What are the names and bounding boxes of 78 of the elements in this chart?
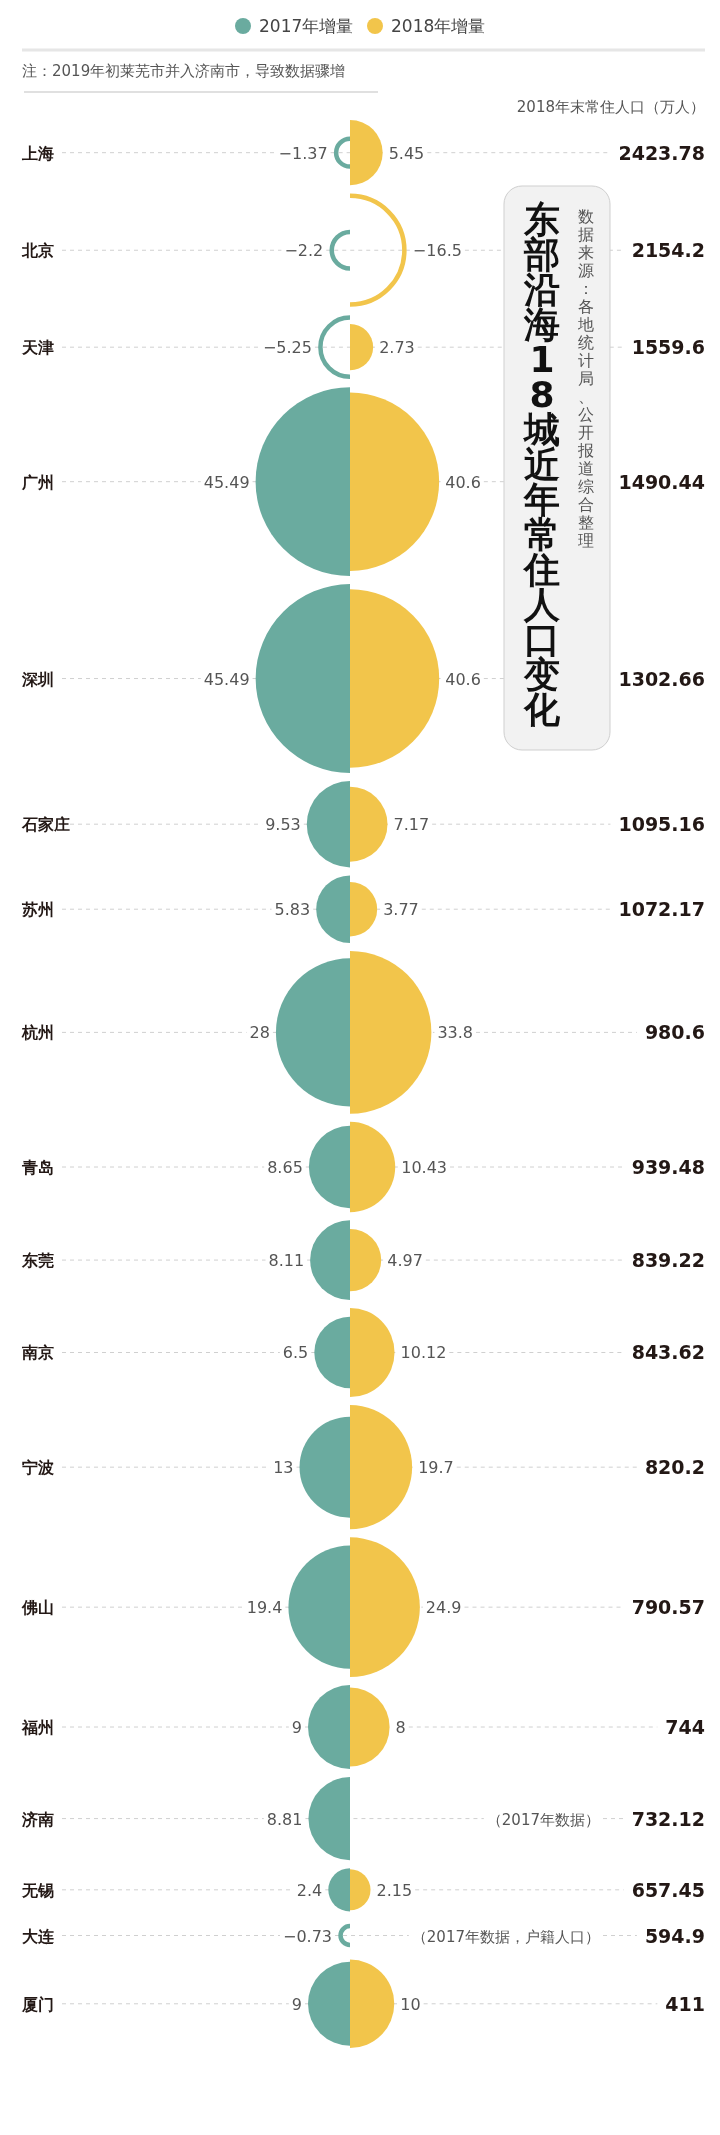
text: （2017年数据） [486,1810,600,1829]
data-label: 657.45 [631,1878,705,1901]
data-label: 28 [249,1023,270,1043]
text: 注：2019年初莱芜市并入济南市，导致数据骤增 [22,62,346,80]
data-label: 9.53 [265,815,301,835]
category-label: 大连 [22,1926,55,1946]
data-label: 1095.16 [618,813,705,836]
data-label: 843.62 [631,1341,705,1364]
data-label: 411 [665,1992,705,2015]
data-label: 2154.2 [631,239,705,262]
data-label: 19.7 [418,1458,454,1478]
data-label: −0.73 [283,1926,333,1946]
data-label: 10 [400,1994,421,2014]
data-label: 2.4 [296,1880,323,1900]
data-label: 744 [665,1716,705,1739]
data-label: 8.65 [267,1158,303,1177]
data-label: 45.49 [203,669,250,689]
category-label: 北京 [21,241,54,261]
data-label: 6.5 [282,1343,309,1363]
data-label: 839.22 [631,1249,705,1272]
data-label: 8.11 [268,1251,305,1271]
category-label: 上海 [21,143,54,163]
data-label: 8 [395,1718,406,1738]
data-label: 1490.44 [618,470,705,493]
data-label: 732.12 [631,1807,705,1830]
category-label: 深圳 [21,669,54,689]
data-label: 1072.17 [618,898,705,921]
legend-label: 2018年增量 [391,16,486,36]
data-label: 24.9 [425,1598,462,1618]
data-label: 19.4 [246,1598,283,1618]
data-label: 10.43 [401,1158,448,1177]
data-label: 13 [273,1458,294,1478]
data-label: 40.6 [445,669,481,689]
data-label: 33.8 [437,1023,474,1043]
data-label: 980.6 [644,1021,705,1044]
data-label: 9 [291,1718,302,1738]
data-label: 1302.66 [618,667,705,690]
data-label: 10.12 [400,1343,447,1363]
data-label: 3.77 [383,900,419,920]
data-label: 2.73 [379,338,415,358]
category-label: 宁波 [22,1458,54,1478]
data-label: −16.5 [412,241,462,261]
data-label: 820.2 [644,1456,705,1479]
category-label: 无锡 [21,1880,54,1900]
text: 数据来源：各地统计局、公开报道综合整理 [578,207,594,550]
category-label: 佛山 [21,1598,54,1618]
data-label: 4.97 [387,1251,423,1271]
category-label: 厦门 [21,1994,54,2014]
data-label: 5.83 [274,900,311,920]
data-label: 45.49 [203,472,250,492]
data-label: −1.37 [278,143,328,163]
data-label: 2.15 [376,1880,413,1900]
text: （2017年数据，户籍人口） [411,1927,600,1946]
data-label: 9 [291,1994,302,2014]
data-label: 2423.78 [618,141,705,164]
data-label: 790.57 [631,1596,705,1619]
data-label: 1559.6 [631,336,705,359]
category-label: 南京 [21,1343,54,1363]
category-label: 青岛 [21,1158,54,1177]
category-label: 杭州 [21,1023,54,1043]
data-label: 8.81 [266,1809,303,1829]
data-label: 40.6 [445,472,481,492]
data-label: −2.2 [284,241,324,261]
chart-title: 东部沿海18城近年常住人口变化 [524,199,560,730]
category-label: 广州 [21,472,54,492]
text: 2018年末常住人口（万人） [516,98,705,116]
category-label: 济南 [21,1809,54,1829]
data-label: 7.17 [393,815,430,835]
category-label: 苏州 [21,900,54,920]
data-label: 5.45 [388,143,425,163]
category-label: 石家庄 [21,815,70,835]
category-label: 福州 [21,1718,54,1738]
category-label: 东莞 [21,1251,54,1271]
data-label: −5.25 [262,338,312,358]
data-label: 939.48 [631,1156,705,1178]
legend-label: 2017年增量 [259,16,354,36]
category-label: 天津 [21,338,54,358]
data-label: 594.9 [644,1924,705,1947]
